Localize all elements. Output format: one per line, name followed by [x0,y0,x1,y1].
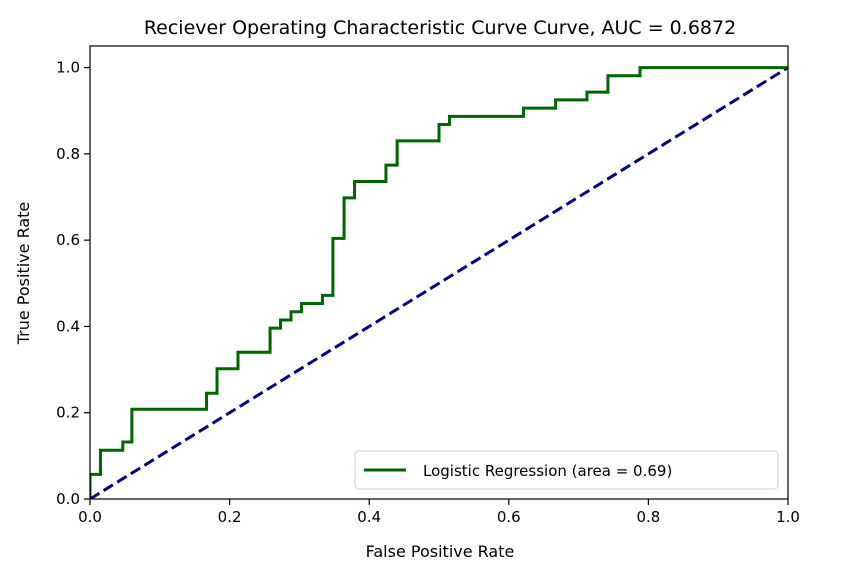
y-axis-label: True Positive Rate [14,202,33,346]
x-axis: 0.0 0.2 0.4 0.6 0.8 1.0 [78,499,800,526]
legend-box [354,450,779,490]
plot-area [89,45,789,500]
x-tick-label: 0.4 [357,508,381,526]
y-tick-label: 0.2 [56,404,80,422]
y-tick-label: 0.4 [56,317,80,335]
chart-title: Reciever Operating Characteristic Curve … [144,17,736,39]
series-line-logistic-regression-area-0-69 [90,66,788,499]
x-axis-label: False Positive Rate [366,542,515,561]
y-tick-label: 0.0 [56,490,80,508]
series-line-dashed-reference [90,66,788,499]
legend: Logistic Regression (area = 0.69) [354,450,779,490]
y-tick-label: 0.8 [56,145,80,163]
y-axis: 0.0 0.2 0.4 0.6 0.8 1.0 [56,59,90,508]
y-tick-label: 0.6 [56,231,80,249]
x-tick-label: 0.6 [497,508,521,526]
x-tick-label: 0.8 [636,508,660,526]
x-tick-label: 0.0 [78,508,102,526]
x-tick-label: 1.0 [776,508,800,526]
y-tick-label: 1.0 [56,59,80,77]
legend-label-logistic-regression: Logistic Regression (area = 0.69) [423,462,672,480]
x-tick-label: 0.2 [218,508,242,526]
plot-frame [89,45,789,500]
